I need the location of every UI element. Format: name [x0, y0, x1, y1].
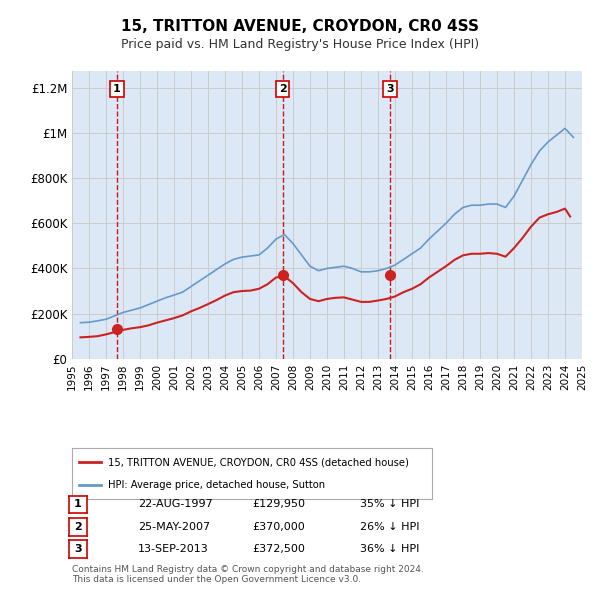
Text: 35% ↓ HPI: 35% ↓ HPI: [360, 500, 419, 509]
Text: 1: 1: [113, 84, 121, 94]
Text: 26% ↓ HPI: 26% ↓ HPI: [360, 522, 419, 532]
Text: 15, TRITTON AVENUE, CROYDON, CR0 4SS: 15, TRITTON AVENUE, CROYDON, CR0 4SS: [121, 19, 479, 34]
Text: 13-SEP-2013: 13-SEP-2013: [138, 545, 209, 554]
Text: £372,500: £372,500: [252, 545, 305, 554]
Text: 3: 3: [74, 545, 82, 554]
Text: 15, TRITTON AVENUE, CROYDON, CR0 4SS (detached house): 15, TRITTON AVENUE, CROYDON, CR0 4SS (de…: [108, 457, 409, 467]
Text: Price paid vs. HM Land Registry's House Price Index (HPI): Price paid vs. HM Land Registry's House …: [121, 38, 479, 51]
Text: 36% ↓ HPI: 36% ↓ HPI: [360, 545, 419, 554]
Text: 2: 2: [74, 522, 82, 532]
Text: 22-AUG-1997: 22-AUG-1997: [138, 500, 213, 509]
Text: £370,000: £370,000: [252, 522, 305, 532]
Text: 25-MAY-2007: 25-MAY-2007: [138, 522, 210, 532]
Text: HPI: Average price, detached house, Sutton: HPI: Average price, detached house, Sutt…: [108, 480, 325, 490]
Text: 3: 3: [386, 84, 394, 94]
Text: 1: 1: [74, 500, 82, 509]
Text: £129,950: £129,950: [252, 500, 305, 509]
Text: Contains HM Land Registry data © Crown copyright and database right 2024.
This d: Contains HM Land Registry data © Crown c…: [72, 565, 424, 584]
Text: 2: 2: [279, 84, 287, 94]
